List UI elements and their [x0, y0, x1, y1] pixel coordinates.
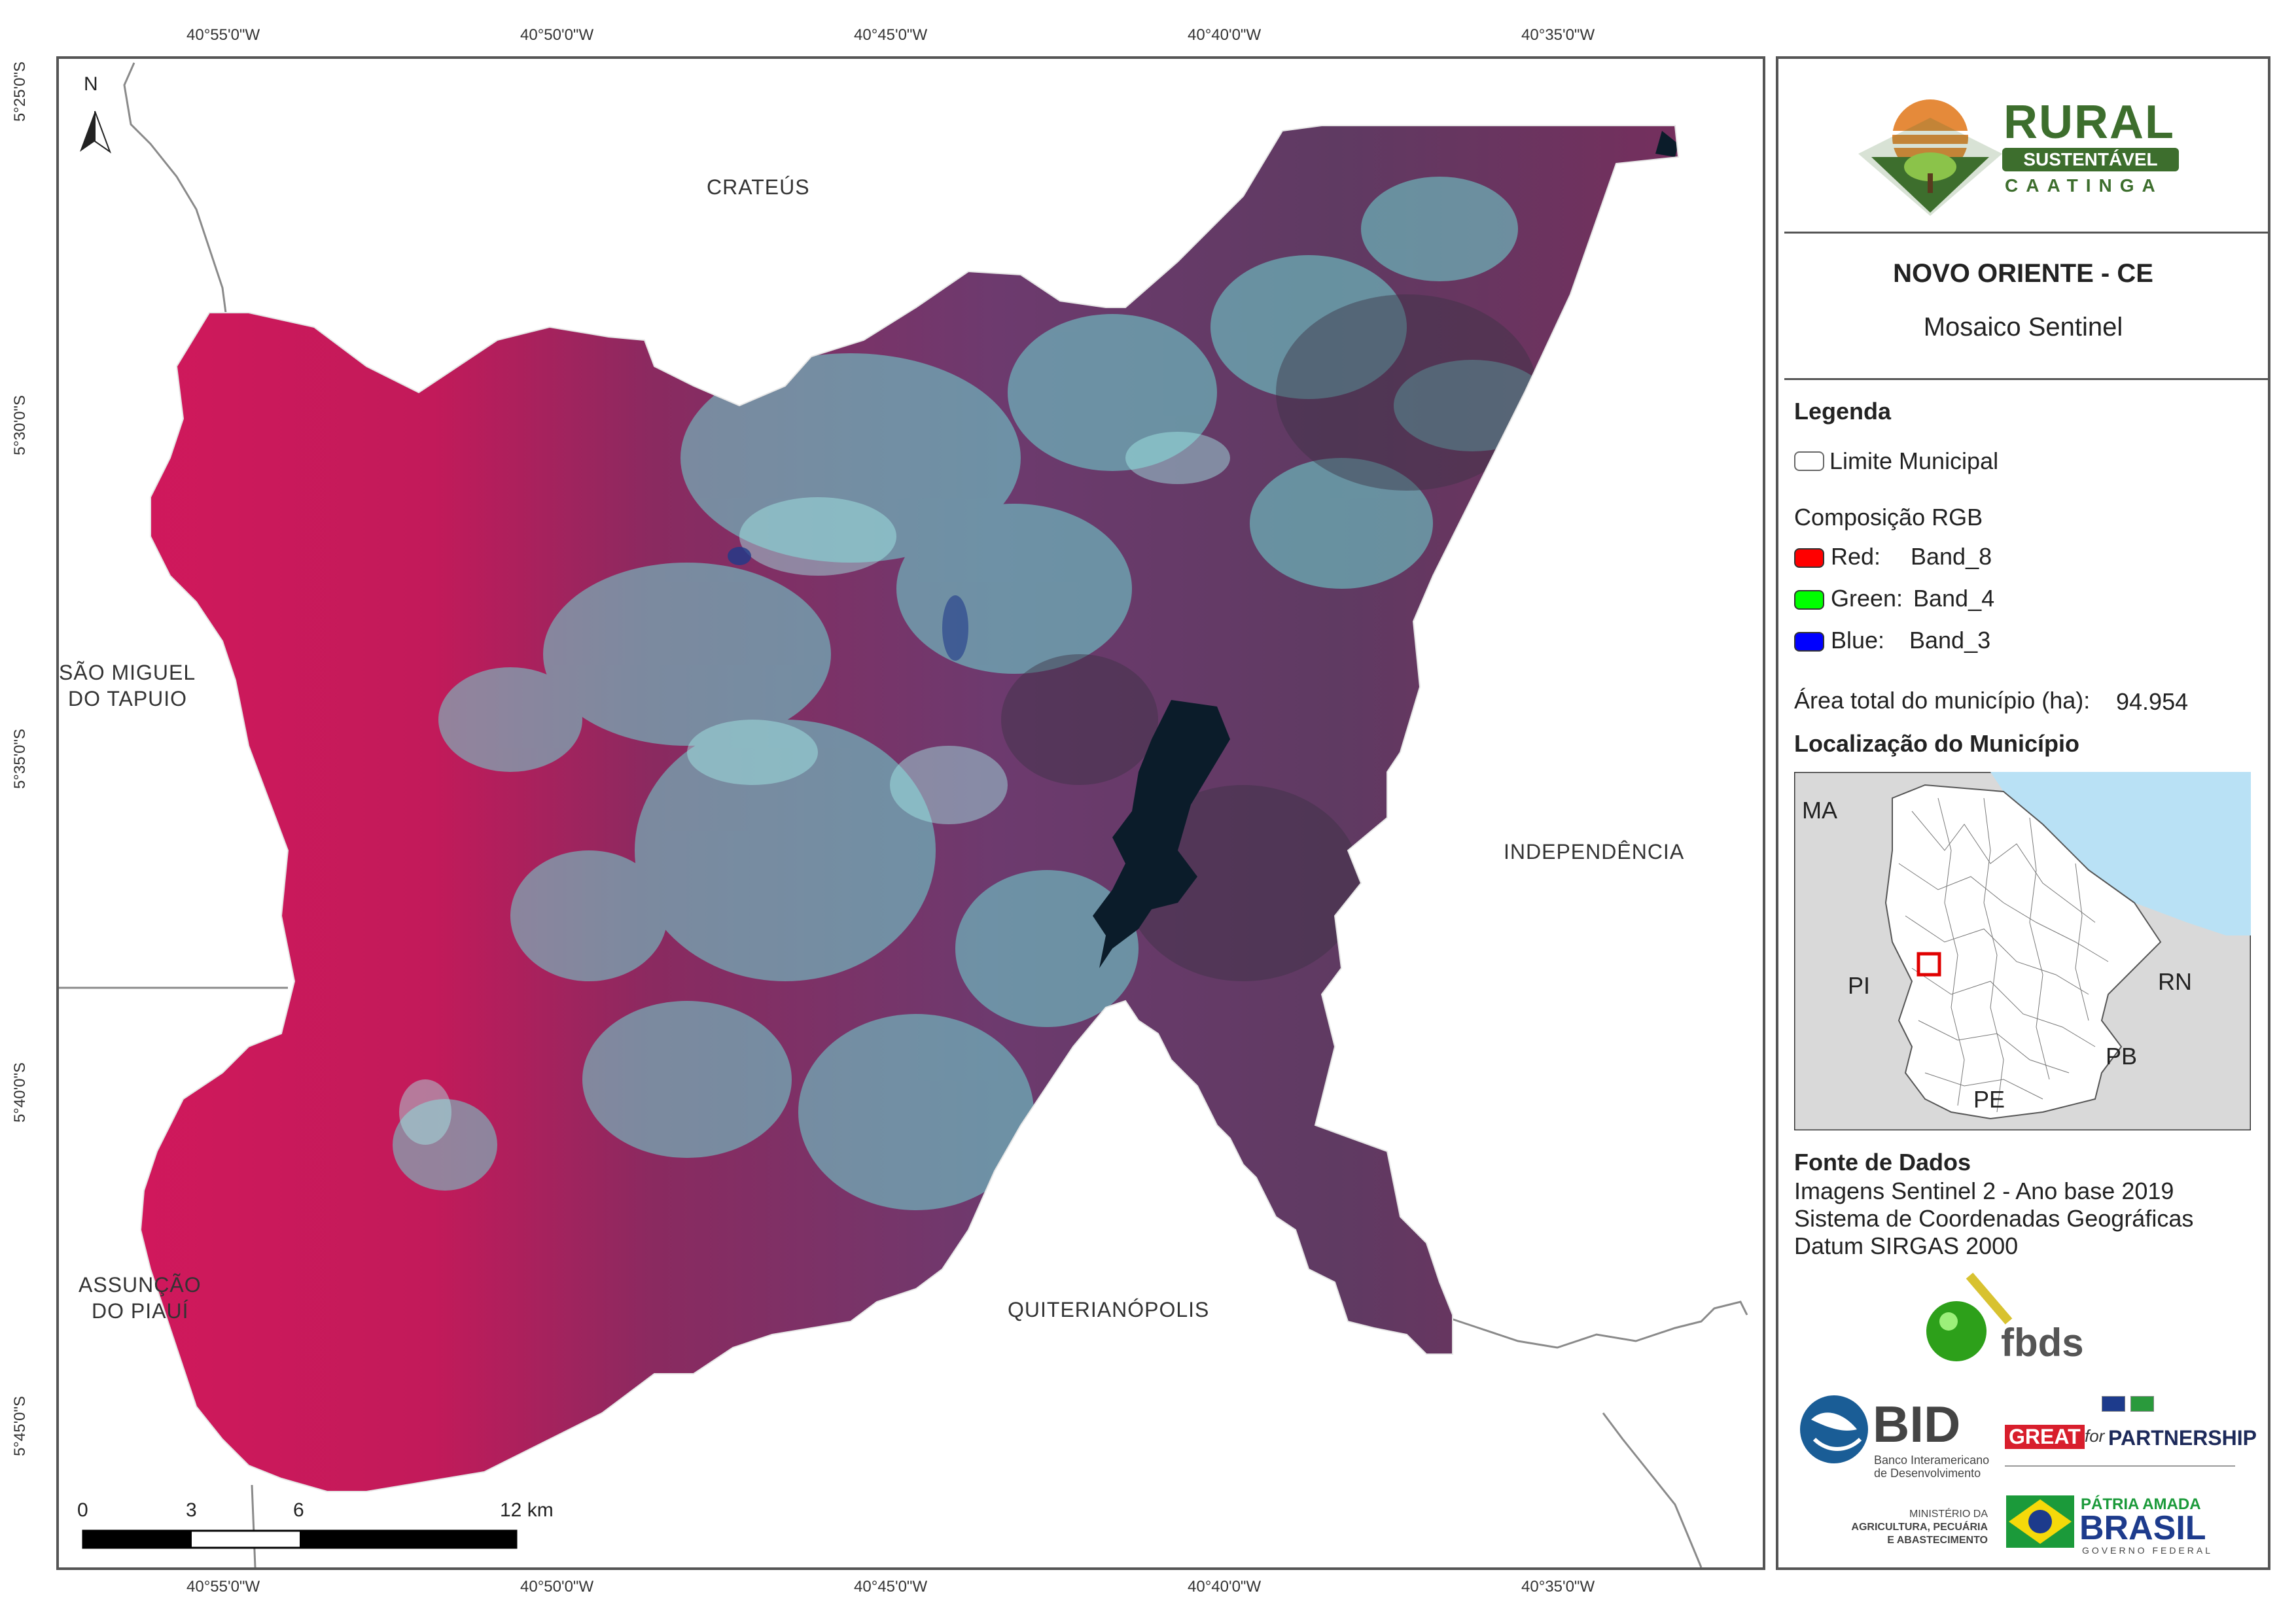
- rgb-heading: Composição RGB: [1794, 504, 1983, 531]
- map-title: NOVO ORIENTE - CE: [1893, 259, 2153, 288]
- scale-label-12: 12 km: [500, 1499, 554, 1521]
- blue-band: Band_3: [1909, 627, 1991, 654]
- scale-bar: [82, 1529, 518, 1549]
- label-sao-miguel-line1: SÃO MIGUEL: [59, 661, 196, 684]
- green-swatch: [1794, 590, 1824, 610]
- state-ma: MA: [1802, 797, 1837, 824]
- neighbor-boundary-southeast: [1439, 1300, 1748, 1567]
- scale-label-6: 6: [293, 1499, 304, 1521]
- for-text: for: [2085, 1426, 2105, 1446]
- bid-text: BID: [1873, 1395, 1961, 1453]
- state-rn: RN: [2158, 968, 2192, 995]
- map-frame: [56, 56, 1765, 1570]
- sentinel-mosaic: [141, 126, 1678, 1492]
- bid-logo-icon: [1800, 1395, 1868, 1463]
- tick-left-2: 5°30'0"S: [11, 394, 29, 456]
- state-pi: PI: [1848, 972, 1871, 999]
- tick-bottom-5: 40°35'0"W: [1521, 1578, 1595, 1596]
- north-arrow-icon: [80, 111, 112, 154]
- ministerio-line-3: E ABASTECIMENTO: [1887, 1535, 1988, 1546]
- neighbor-boundary-south: [251, 1484, 256, 1567]
- tick-bottom-3: 40°45'0"W: [854, 1578, 928, 1596]
- partnership-text: PARTNERSHIP: [2108, 1426, 2257, 1450]
- bid-sub-2: de Desenvolvimento: [1874, 1467, 1981, 1480]
- label-crateus: CRATEÚS: [707, 175, 810, 199]
- separator-1: [1784, 232, 2268, 234]
- tick-top-2: 40°50'0"W: [520, 26, 594, 44]
- fbds-logo-icon: [1926, 1272, 2013, 1361]
- red-swatch: [1794, 548, 1824, 568]
- state-pb: PB: [2106, 1043, 2138, 1070]
- green-band: Band_4: [1913, 585, 1995, 612]
- tick-left-1: 5°25'0"S: [11, 61, 29, 122]
- locator-map: [1794, 772, 2251, 1130]
- patria-text: PÁTRIA AMADA: [2081, 1495, 2201, 1513]
- tick-left-5: 5°45'0"S: [11, 1395, 29, 1457]
- fbds-text: fbds: [2001, 1321, 2084, 1365]
- scale-label-0: 0: [77, 1499, 88, 1521]
- ministerio-line-1: MINISTÉRIO DA: [1909, 1509, 1988, 1520]
- logo-caatinga: CAATINGA: [2005, 175, 2163, 196]
- legend-heading: Legenda: [1794, 398, 1892, 425]
- map-canvas: [59, 62, 1748, 1567]
- source-line-1: Imagens Sentinel 2 - Ano base 2019: [1794, 1178, 2174, 1204]
- reservoir: [1093, 700, 1230, 968]
- label-assuncao-line1: ASSUNÇÃO: [79, 1273, 202, 1297]
- tick-bottom-2: 40°50'0"W: [520, 1578, 594, 1596]
- municipal-boundary: [139, 125, 1680, 1492]
- blue-swatch: [1794, 632, 1824, 652]
- label-independencia: INDEPENDÊNCIA: [1504, 840, 1685, 864]
- partnership-divider: [2005, 1465, 2235, 1467]
- ministerio-line-2: AGRICULTURA, PECUÁRIA: [1851, 1522, 1988, 1533]
- tick-top-1: 40°55'0"W: [186, 26, 260, 44]
- rural-logo-icon: [1858, 99, 2002, 216]
- label-sao-miguel-line2: DO TAPUIO: [68, 687, 188, 710]
- legend-panel: [1776, 56, 2270, 1570]
- logo-rural: RURAL: [2004, 96, 2175, 148]
- blue-channel: Blue:: [1831, 627, 1885, 654]
- ceara-state: [1884, 784, 2162, 1120]
- tick-top-5: 40°35'0"W: [1521, 26, 1595, 44]
- tick-top-3: 40°45'0"W: [854, 26, 928, 44]
- state-pe: PE: [1973, 1086, 2005, 1113]
- tick-left-3: 5°35'0"S: [11, 728, 29, 790]
- boundary-swatch: [1794, 451, 1824, 471]
- map-subtitle: Mosaico Sentinel: [1923, 313, 2123, 341]
- area-value: 94.954: [2116, 688, 2189, 715]
- label-quiterianopolis: QUITERIANÓPOLIS: [1008, 1298, 1210, 1321]
- north-label: N: [84, 73, 98, 95]
- great-text: GREAT: [2005, 1425, 2085, 1449]
- tick-bottom-4: 40°40'0"W: [1188, 1578, 1262, 1596]
- red-channel: Red:: [1831, 543, 1881, 570]
- brasil-text: BRASIL: [2079, 1509, 2206, 1547]
- red-band: Band_8: [1911, 543, 1992, 570]
- brasil-flag-icon: [2006, 1495, 2074, 1548]
- neighbor-boundary-north: [123, 62, 227, 313]
- label-assuncao-line2: DO PIAUÍ: [92, 1299, 189, 1323]
- flag-brazil-icon: [2130, 1396, 2154, 1412]
- source-line-2: Sistema de Coordenadas Geográficas: [1794, 1205, 2194, 1232]
- scale-label-3: 3: [186, 1499, 197, 1521]
- locator-highlight: [1916, 952, 1941, 977]
- green-channel: Green:: [1831, 585, 1903, 612]
- source-line-3: Datum SIRGAS 2000: [1794, 1232, 2019, 1259]
- logo-sustentavel: SUSTENTÁVEL: [2002, 148, 2179, 171]
- tick-top-4: 40°40'0"W: [1188, 26, 1262, 44]
- governo-text: GOVERNO FEDERAL: [2082, 1545, 2214, 1556]
- flag-uk-icon: [2102, 1396, 2125, 1412]
- sources-heading: Fonte de Dados: [1794, 1149, 1971, 1176]
- tick-bottom-1: 40°55'0"W: [186, 1578, 260, 1596]
- bid-sub-1: Banco Interamericano: [1874, 1454, 1990, 1467]
- boundary-label: Limite Municipal: [1829, 447, 1999, 474]
- location-heading: Localização do Município: [1794, 730, 2080, 757]
- separator-2: [1784, 378, 2268, 380]
- tick-left-4: 5°40'0"S: [11, 1062, 29, 1123]
- area-label: Área total do município (ha):: [1794, 687, 2091, 714]
